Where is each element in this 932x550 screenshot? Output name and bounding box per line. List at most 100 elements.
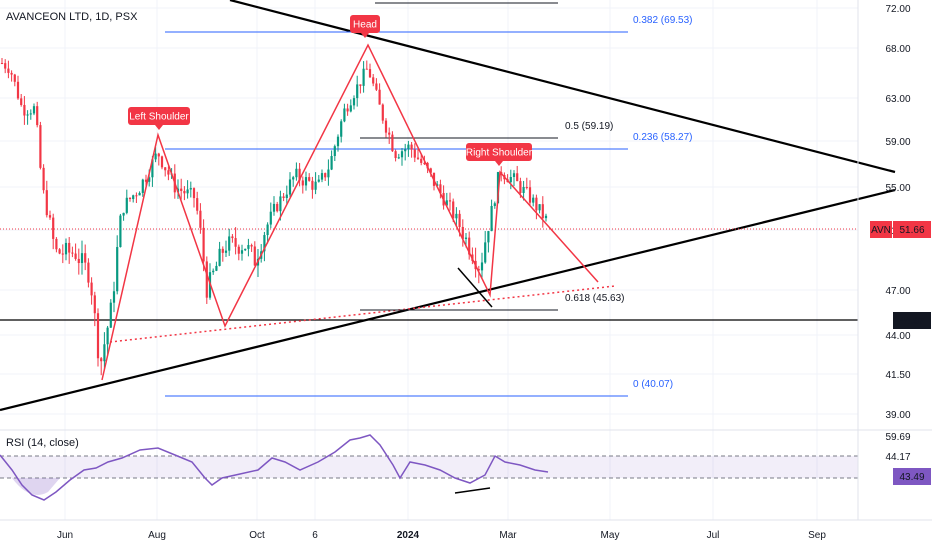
candle-body [4, 63, 7, 69]
candle-body [116, 247, 119, 292]
candle-body [52, 217, 55, 239]
candle-body [87, 262, 90, 283]
time-tick-label: Aug [148, 530, 166, 541]
fib-label: 0.618 (45.63) [565, 293, 625, 304]
candle-body [144, 179, 148, 182]
candle-body [164, 167, 167, 171]
candle-body [58, 249, 61, 254]
candle-body [359, 84, 362, 86]
support-badge-text: 44.97 [899, 316, 924, 327]
candle-body [218, 248, 221, 266]
candle-body [327, 169, 330, 178]
price-tick-label: 72.00 [885, 4, 910, 15]
candle-body [298, 168, 301, 181]
time-tick-label: May [601, 530, 620, 541]
candle-body [80, 253, 84, 264]
candle-body [461, 226, 464, 239]
candle-body [103, 344, 106, 362]
candle-body [55, 238, 58, 250]
candle-body [93, 295, 96, 314]
candle-body [340, 121, 343, 137]
divergence-line-price [457, 267, 493, 308]
candle-body [512, 173, 516, 178]
candle-body [266, 224, 269, 236]
candle-body [23, 104, 26, 116]
candle-body [452, 201, 455, 219]
candle-body [420, 158, 423, 163]
candle-body [96, 313, 100, 359]
rsi-oversold-fill [12, 478, 60, 495]
candle-body [320, 173, 324, 180]
time-tick-label: 6 [312, 530, 318, 541]
price-tick-label: 41.50 [885, 370, 910, 381]
candle-body [455, 213, 458, 219]
candle-body [544, 215, 548, 219]
candle-body [32, 106, 36, 114]
candle-body [157, 153, 160, 157]
candle-body [77, 258, 80, 264]
candle-body [314, 181, 317, 190]
last-price-text: 51.66 [899, 225, 924, 236]
time-tick-label: Jun [57, 530, 73, 541]
time-tick-label: 2024 [397, 530, 420, 541]
candle-body [196, 198, 199, 211]
candle-body [487, 231, 490, 243]
candle-body [240, 250, 244, 254]
candle-body [516, 173, 519, 182]
candle-body [400, 151, 404, 158]
candle-body [42, 167, 45, 191]
candle-body [372, 77, 375, 84]
fib-label: 0.5 (59.19) [565, 121, 613, 132]
candle-body [308, 177, 311, 181]
time-tick-label: Jul [707, 530, 720, 541]
candle-body [253, 246, 256, 266]
candle-body [100, 358, 103, 362]
candle-body [148, 177, 151, 182]
candle-body [141, 179, 144, 193]
price-tick-label: 44.00 [885, 331, 910, 342]
candle-body [445, 200, 448, 206]
candle-body [378, 89, 381, 105]
candle-body [375, 83, 378, 90]
candle-body [439, 184, 442, 194]
candle-body [368, 69, 372, 78]
candle-body [301, 180, 304, 186]
candle-body [352, 98, 356, 106]
candle-body [180, 188, 183, 191]
candle-body [269, 211, 272, 225]
candle-body [64, 242, 68, 255]
candle-body [36, 106, 39, 126]
pattern-label: Left Shoulder [129, 112, 189, 123]
candle-body [122, 212, 125, 216]
candle-body [20, 98, 23, 105]
candle-body [391, 134, 394, 152]
candle-body [221, 248, 224, 253]
time-tick-label: Mar [499, 530, 517, 541]
price-tick-label: 59.00 [885, 137, 910, 148]
chart-title: AVANCEON LTD, 1D, PSX [6, 11, 138, 23]
candle-body [154, 153, 157, 160]
candle-body [484, 242, 487, 263]
candle-body [247, 245, 250, 249]
rsi-line [0, 434, 549, 501]
candle-body [202, 227, 205, 262]
candle-body [493, 203, 496, 206]
candle-body [292, 177, 295, 180]
candle-body [362, 68, 365, 86]
candle-body [151, 159, 154, 178]
symbol-badge-text: AVN [871, 225, 891, 236]
candle-body [234, 238, 237, 247]
upper-trendline [229, 0, 896, 174]
candle-body [212, 270, 215, 273]
candle-body [276, 203, 279, 212]
rsi-label: RSI (14, close) [6, 437, 79, 449]
candle-body [215, 265, 218, 271]
candle-body [480, 262, 484, 271]
pattern-label: Head [353, 20, 377, 31]
candle-body [16, 81, 20, 99]
support-badge [893, 312, 931, 329]
rsi-pane: RSI (14, close) 59.69 44.17 43.49 [0, 429, 932, 501]
candle-body [250, 245, 253, 247]
